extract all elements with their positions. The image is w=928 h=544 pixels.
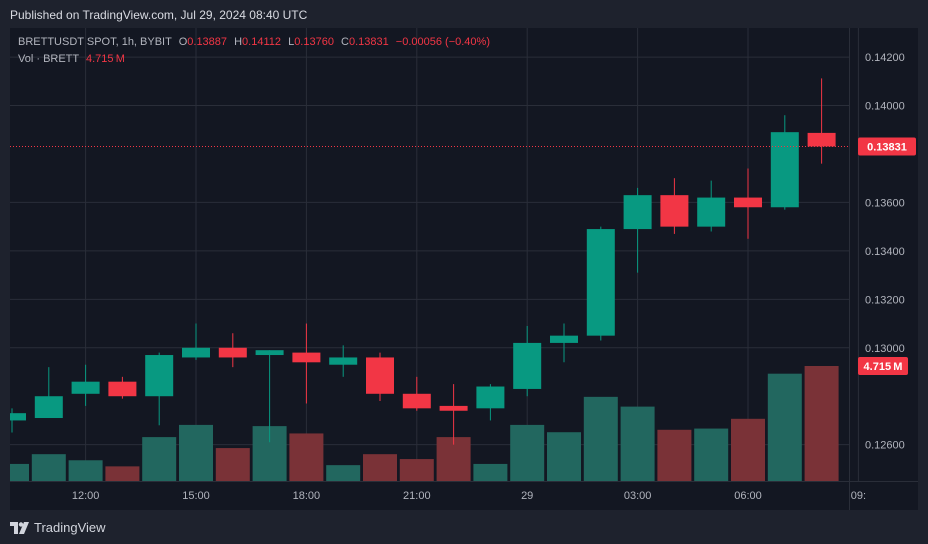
y-axis-tick-label: 0.13200 <box>865 294 905 306</box>
candle-body <box>366 357 394 394</box>
candle-body <box>329 357 358 365</box>
volume-bar <box>804 366 839 481</box>
x-axis-tick-label: 12:00 <box>72 490 100 502</box>
legend-close-value: 0.13831 <box>348 36 389 48</box>
x-axis-tick-label: 18:00 <box>293 490 321 502</box>
tradingview-logo-text: TradingView <box>34 520 106 535</box>
last-price-label: 0.13831 <box>867 141 907 153</box>
legend-low-value: 0.13760 <box>294 36 334 48</box>
footer-bar: TradingView <box>0 510 928 544</box>
volume-bar <box>399 459 434 481</box>
candle-body <box>513 342 542 389</box>
candle-body <box>402 393 431 409</box>
candle-body <box>439 405 468 411</box>
volume-bar <box>620 406 655 481</box>
volume-bar <box>326 465 361 481</box>
y-axis-tick-label: 0.12600 <box>865 440 905 452</box>
volume-bar <box>767 373 802 481</box>
candle-body <box>660 195 689 227</box>
volume-bar <box>289 433 324 481</box>
legend-change: −0.00056 (−0.40%) <box>395 36 490 48</box>
y-axis-tick-label: 0.13000 <box>865 343 905 355</box>
last-volume-badge <box>858 357 908 375</box>
candle-body <box>218 347 247 358</box>
candle-body <box>182 347 210 358</box>
volume-bar <box>10 463 29 481</box>
volume-bar <box>142 437 177 481</box>
volume-bar <box>510 424 545 481</box>
legend-symbol[interactable]: BRETTUSDT SPOT, 1h, BYBIT <box>18 36 172 48</box>
x-axis-tick-label: 21:00 <box>403 490 431 502</box>
candle-body <box>623 195 652 230</box>
last-volume-label: 4.715 M <box>864 361 903 373</box>
legend-open-value: 0.13887 <box>187 36 228 48</box>
tradingview-logo-icon <box>10 521 29 534</box>
candle-body <box>292 352 321 363</box>
legend-low-label: L <box>288 36 295 48</box>
legend-close-label: C <box>341 36 349 48</box>
chart-pane[interactable]: 0.14200 0.14000 0.13600 0.13400 0.13200 0.130… <box>10 28 918 510</box>
candle-body <box>255 350 284 356</box>
x-axis-tick-label: 06:00 <box>734 490 762 502</box>
candle-body <box>807 132 836 147</box>
x-axis-tick-label: 03:00 <box>624 490 652 502</box>
volume-bar <box>547 432 581 481</box>
candle-body <box>145 355 174 397</box>
legend-open-label: O <box>178 36 188 48</box>
last-price-badge <box>858 137 916 156</box>
y-axis-tick-label: 0.13400 <box>865 246 905 258</box>
ohlc-legend: BRETTUSDT SPOT, 1h, BYBIT O0.13887 H0.14… <box>18 36 490 48</box>
volume-label[interactable]: Vol · BRETT <box>18 53 79 65</box>
volume-bar <box>105 466 140 481</box>
legend-high-value: 0.14112 <box>242 36 281 48</box>
volume-bar <box>31 454 66 481</box>
volume-bar <box>583 396 618 481</box>
candle-body <box>770 132 799 208</box>
volume-bar <box>657 429 692 481</box>
candle-body <box>697 197 726 227</box>
legend-high-label: H <box>234 36 243 48</box>
volume-legend: Vol · BRETT 4.715 M <box>18 53 125 65</box>
publish-bar: Published on TradingView.com, Jul 29, 20… <box>0 0 928 28</box>
x-axis-tick-label: 15:00 <box>182 490 210 502</box>
y-axis-tick-label: 0.13600 <box>865 197 905 209</box>
volume-bar <box>179 424 213 481</box>
candle-body <box>108 381 137 397</box>
candle-body <box>476 386 505 409</box>
x-axis-tick-label: 29 <box>521 490 533 502</box>
x-axis-tick-label: 09: <box>851 490 866 502</box>
volume-value: 4.715 M <box>86 53 125 65</box>
tradingview-logo[interactable]: TradingView <box>10 520 106 535</box>
volume-bar <box>363 454 397 481</box>
candle-body <box>34 396 63 419</box>
volume-bar <box>68 460 103 481</box>
volume-bar <box>694 428 729 481</box>
candle-body <box>734 197 762 208</box>
y-axis-tick-label: 0.14000 <box>865 101 905 113</box>
y-axis-tick-label: 0.14200 <box>865 52 905 64</box>
published-label: Published on TradingView.com, Jul 29, 20… <box>10 8 308 22</box>
volume-bar <box>731 418 765 481</box>
candle-body <box>71 381 100 394</box>
candle-body <box>586 229 615 336</box>
candle-body <box>10 413 26 421</box>
candle-body <box>550 335 578 343</box>
price-chart[interactable]: 0.14200 0.14000 0.13600 0.13400 0.13200 0.130… <box>10 28 918 510</box>
volume-bar <box>473 463 508 481</box>
volume-bar <box>215 448 250 481</box>
